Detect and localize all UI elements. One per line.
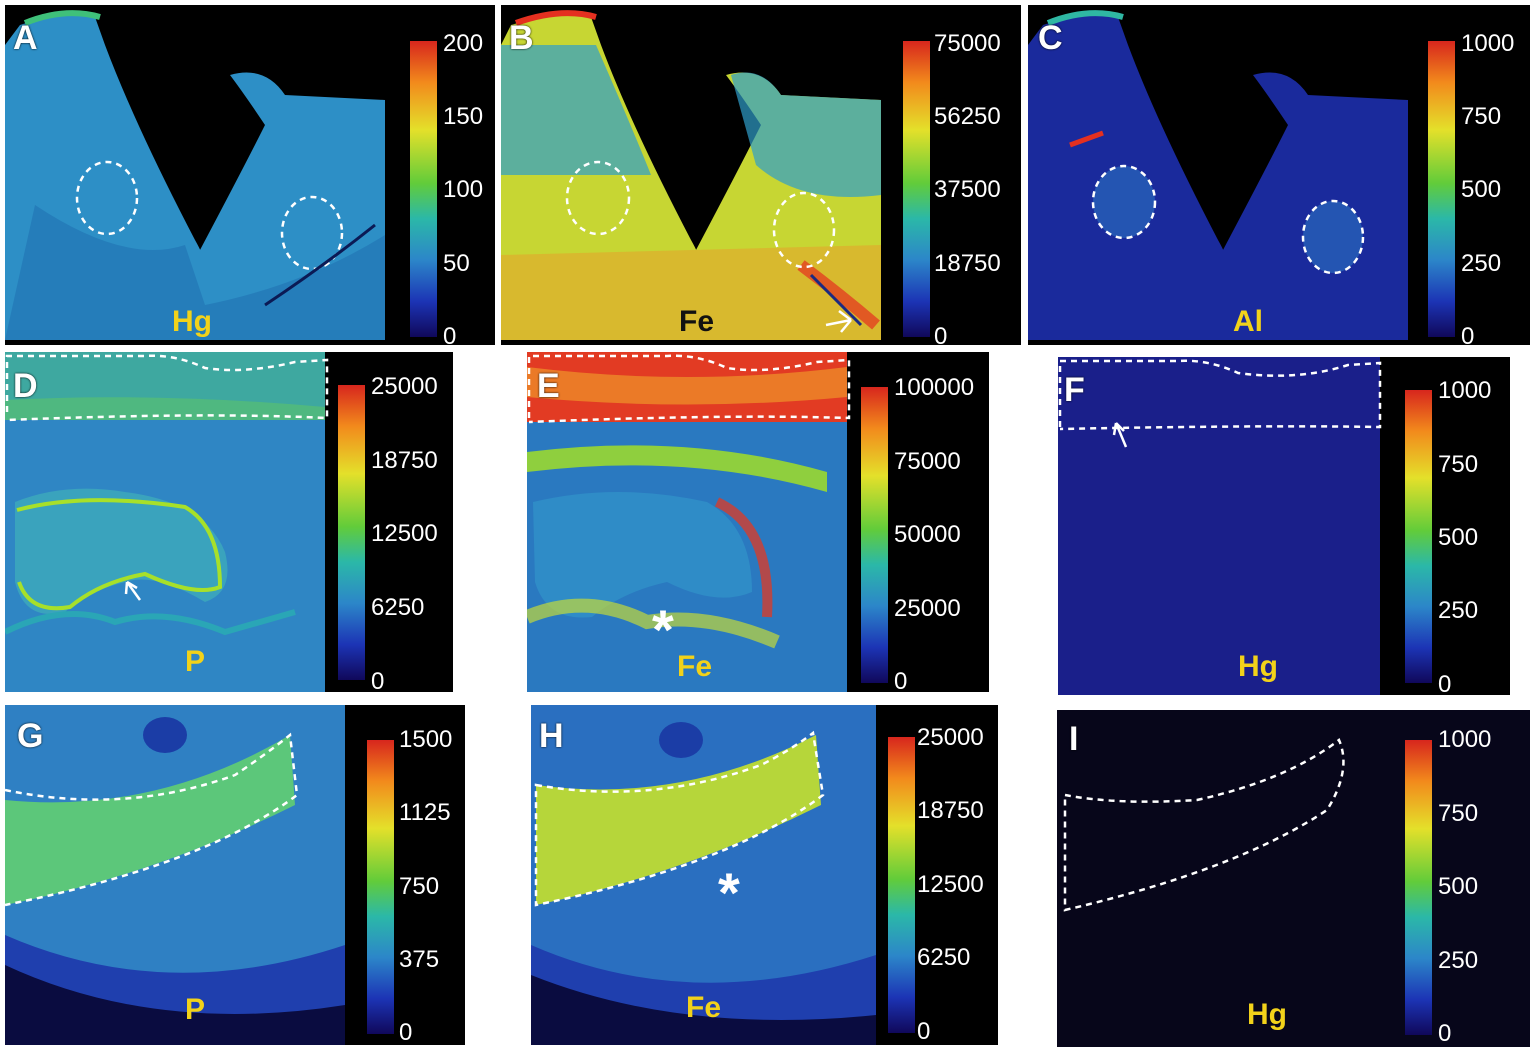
colorbar-tick: 750 bbox=[399, 873, 440, 900]
colorbar-tick: 18750 bbox=[934, 250, 1001, 277]
colorbar-tick: 750 bbox=[1461, 103, 1502, 130]
panel-letter: B bbox=[509, 19, 534, 57]
panel-letter: A bbox=[13, 19, 38, 57]
colorbar-tick: 50000 bbox=[894, 521, 961, 548]
element-label: Fe bbox=[679, 305, 715, 338]
panel-letter: E bbox=[537, 367, 560, 405]
colorbar-tick: 56250 bbox=[934, 103, 1001, 130]
colorbar-tick: 25000 bbox=[917, 724, 984, 751]
tissue-map-i bbox=[1063, 738, 1345, 912]
tissue-map-f bbox=[1058, 357, 1382, 695]
panel-letter: I bbox=[1069, 720, 1079, 758]
element-label: Fe bbox=[677, 650, 713, 683]
colorbar-tick: 100 bbox=[443, 176, 484, 203]
asterisk-marker: * bbox=[718, 861, 740, 924]
tissue-map-d bbox=[5, 352, 329, 692]
colorbar-tick: 37500 bbox=[934, 176, 1001, 203]
colorbar-tick: 25000 bbox=[371, 373, 438, 400]
colorbar-tick: 0 bbox=[934, 323, 948, 346]
colorbar-tick: 0 bbox=[443, 323, 457, 346]
colorbar-tick: 250 bbox=[1438, 947, 1479, 974]
element-label: P bbox=[185, 645, 206, 678]
element-label: Hg bbox=[172, 305, 212, 338]
colorbar-tick: 200 bbox=[443, 30, 484, 57]
colorbar-tick: 0 bbox=[1438, 1020, 1452, 1047]
colorbar-tick: 0 bbox=[399, 1019, 413, 1045]
colorbar-tick: 0 bbox=[1461, 323, 1475, 346]
colorbar-tick: 500 bbox=[1438, 873, 1479, 900]
colorbar-tick: 75000 bbox=[894, 448, 961, 475]
panel-b: B Fe 75000 56250 37500 18750 0 bbox=[501, 5, 1021, 345]
colorbar-tick: 1125 bbox=[399, 799, 451, 826]
colorbar-tick: 375 bbox=[399, 946, 440, 973]
colorbar-tick: 500 bbox=[1461, 176, 1502, 203]
colorbar bbox=[1405, 390, 1432, 683]
colorbar-tick: 500 bbox=[1438, 524, 1479, 551]
colorbar-tick: 12500 bbox=[371, 520, 438, 547]
colorbar bbox=[367, 740, 394, 1034]
colorbar-tick: 250 bbox=[1461, 250, 1502, 277]
tissue-map-c bbox=[1028, 10, 1408, 340]
panel-h: H * Fe 25000 18750 12500 6250 0 bbox=[531, 705, 998, 1045]
panel-letter: F bbox=[1064, 371, 1085, 409]
tissue-map-b bbox=[501, 10, 881, 340]
panel-g: G P 1500 1125 750 375 0 bbox=[5, 705, 465, 1045]
panel-a: A Hg 200 150 100 50 0 bbox=[5, 5, 495, 345]
colorbar-tick: 18750 bbox=[371, 447, 438, 474]
colorbar bbox=[1428, 41, 1455, 337]
element-label: Fe bbox=[686, 991, 722, 1024]
colorbar-tick: 0 bbox=[917, 1018, 931, 1045]
element-label: P bbox=[185, 993, 206, 1026]
colorbar-tick: 750 bbox=[1438, 451, 1479, 478]
colorbar bbox=[861, 387, 888, 683]
panel-d: D P 25000 18750 12500 6250 0 bbox=[5, 352, 453, 692]
colorbar-tick: 6250 bbox=[917, 944, 971, 971]
colorbar-tick: 12500 bbox=[917, 871, 984, 898]
colorbar-tick: 750 bbox=[1438, 800, 1479, 827]
panel-letter: H bbox=[539, 717, 564, 755]
colorbar-tick: 1500 bbox=[399, 726, 453, 753]
colorbar bbox=[1405, 740, 1432, 1035]
colorbar bbox=[338, 385, 365, 680]
colorbar-tick: 0 bbox=[371, 668, 385, 693]
colorbar-tick: 18750 bbox=[917, 797, 984, 824]
element-label: Hg bbox=[1247, 998, 1287, 1031]
colorbar bbox=[888, 737, 915, 1033]
panel-letter: C bbox=[1038, 19, 1063, 57]
panel-c: C Al 1000 750 500 250 0 bbox=[1028, 5, 1530, 345]
element-label: Hg bbox=[1238, 650, 1278, 683]
element-label: Al bbox=[1233, 305, 1263, 338]
asterisk-marker: * bbox=[652, 598, 674, 661]
colorbar-tick: 6250 bbox=[371, 594, 425, 621]
colorbar-tick: 0 bbox=[894, 668, 908, 693]
colorbar-tick: 1000 bbox=[1438, 726, 1492, 753]
panel-letter: G bbox=[17, 717, 44, 755]
colorbar-tick: 50 bbox=[443, 250, 470, 277]
panel-i: I Hg 1000 750 500 250 0 bbox=[1057, 710, 1530, 1047]
colorbar-tick: 25000 bbox=[894, 595, 961, 622]
colorbar-tick: 0 bbox=[1438, 671, 1452, 696]
colorbar-tick: 1000 bbox=[1461, 30, 1515, 57]
colorbar-tick: 150 bbox=[443, 103, 484, 130]
colorbar-tick: 100000 bbox=[894, 374, 975, 401]
tissue-map-g bbox=[5, 705, 345, 1045]
tissue-map-h bbox=[531, 705, 876, 1045]
colorbar-tick: 250 bbox=[1438, 597, 1479, 624]
colorbar bbox=[410, 41, 437, 337]
colorbar-tick: 75000 bbox=[934, 30, 1001, 57]
colorbar-tick: 1000 bbox=[1438, 377, 1492, 404]
tissue-map-a bbox=[5, 10, 385, 340]
colorbar bbox=[903, 41, 930, 337]
panel-letter: D bbox=[13, 367, 38, 405]
tissue-map-e bbox=[527, 352, 851, 692]
panel-e: E * Fe 100000 75000 50000 25000 0 bbox=[527, 352, 989, 692]
panel-f: F Hg 1000 750 500 250 0 bbox=[1058, 357, 1510, 695]
